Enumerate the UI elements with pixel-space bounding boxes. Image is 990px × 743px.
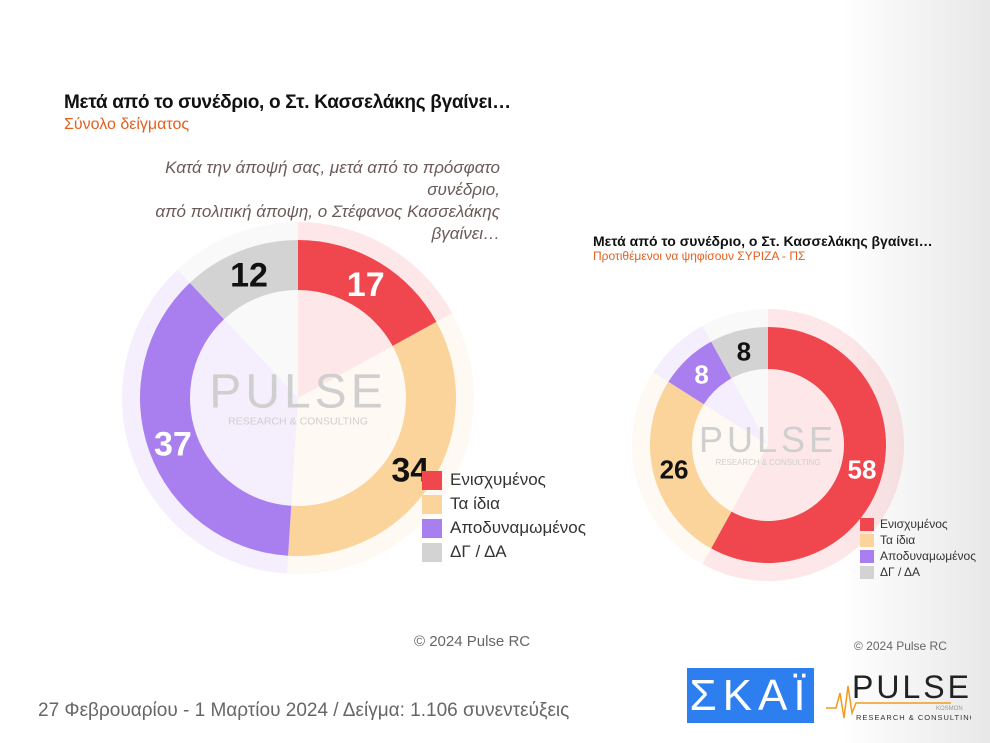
data-label-strengthened: 17 bbox=[347, 266, 385, 304]
legend-item: Τα ίδια bbox=[422, 494, 586, 514]
chart1-legend: Ενισχυμένος Τα ίδια Αποδυναμωμένος ΔΓ / ΔΑ bbox=[422, 470, 586, 566]
data-label-strengthened: 58 bbox=[847, 454, 876, 484]
legend-label: Τα ίδια bbox=[880, 533, 916, 547]
data-label-weakened: 37 bbox=[154, 425, 192, 463]
legend-swatch bbox=[860, 549, 874, 563]
chart2-legend: Ενισχυμένος Τα ίδια Αποδυναμωμένος ΔΓ / ΔΑ bbox=[860, 517, 976, 581]
question-line: από πολιτική άποψη, ο Στέφανος Κασσελάκη… bbox=[155, 202, 500, 243]
legend-label: Τα ίδια bbox=[450, 494, 500, 513]
legend-label: Ενισχυμένος bbox=[880, 517, 948, 531]
legend-swatch bbox=[422, 494, 442, 514]
data-label-weakened: 8 bbox=[694, 360, 708, 390]
copyright: © 2024 Pulse RC bbox=[414, 633, 531, 650]
slice-weakened bbox=[668, 341, 732, 405]
data-label-same: 26 bbox=[660, 454, 689, 484]
pulse-watermark: PULSE bbox=[699, 419, 837, 460]
watermark-tagline: RESEARCH & CONSULTING bbox=[228, 415, 368, 427]
slice-strengthened bbox=[298, 240, 437, 346]
skai-logo: ΣΚΑΪ bbox=[687, 668, 814, 723]
legend-item: ΔΓ / ΔΑ bbox=[422, 542, 586, 562]
legend-item: Αποδυναμωμένος bbox=[422, 518, 586, 538]
pulse-logo-text: PULSE bbox=[852, 669, 971, 705]
chart1-title: Μετά από το συνέδριο, ο Στ. Κασσελάκης β… bbox=[64, 92, 511, 113]
pulse-logo: PULSE KOSMON RESEARCH & CONSULTING bbox=[826, 669, 971, 722]
pulse-logo-tag: KOSMON bbox=[936, 706, 963, 712]
slice-same bbox=[650, 381, 732, 549]
legend-swatch bbox=[860, 517, 874, 531]
pulse-logo-subtitle: RESEARCH & CONSULTING bbox=[856, 713, 971, 722]
chart2-subtitle: Προτιθέμενοι να ψηφίσουν ΣΥΡΙΖΑ - ΠΣ bbox=[593, 249, 806, 263]
legend-swatch bbox=[422, 542, 442, 562]
legend-item: ΔΓ / ΔΑ bbox=[860, 565, 976, 579]
legend-swatch bbox=[422, 470, 442, 490]
legend-item: Τα ίδια bbox=[860, 533, 976, 547]
slice-dk-na bbox=[189, 240, 298, 320]
legend-label: ΔΓ / ΔΑ bbox=[880, 565, 920, 579]
pulse-heartbeat-icon bbox=[826, 685, 951, 719]
legend-label: Ενισχυμένος bbox=[450, 470, 546, 489]
pulse-watermark: PULSE bbox=[209, 366, 386, 419]
question-line: Κατά την άποψή σας, μετά από το πρόσφατο… bbox=[165, 158, 500, 199]
legend-item: Ενισχυμένος bbox=[422, 470, 586, 490]
data-label-dk-na: 8 bbox=[737, 336, 751, 366]
slice-same bbox=[288, 321, 456, 557]
chart1-question: Κατά την άποψή σας, μετά από το πρόσφατο… bbox=[100, 157, 500, 245]
legend-swatch bbox=[860, 533, 874, 547]
chart2-title: Μετά από το συνέδριο, ο Στ. Κασσελάκης β… bbox=[593, 233, 933, 249]
legend-label: Αποδυναμωμένος bbox=[880, 549, 976, 563]
copyright: © 2024 Pulse RC bbox=[854, 639, 947, 653]
legend-item: Ενισχυμένος bbox=[860, 517, 976, 531]
legend-swatch bbox=[422, 518, 442, 538]
chart1-subtitle: Σύνολο δείγματος bbox=[64, 116, 190, 133]
watermark-tagline: RESEARCH & CONSULTING bbox=[716, 458, 821, 467]
legend-label: Αποδυναμωμένος bbox=[450, 518, 586, 537]
legend-label: ΔΓ / ΔΑ bbox=[450, 542, 507, 561]
slice-strengthened bbox=[711, 327, 886, 563]
legend-swatch bbox=[860, 565, 874, 579]
slice-dk-na bbox=[711, 327, 768, 379]
slice-weakened bbox=[139, 282, 292, 556]
data-label-dk-na: 12 bbox=[230, 257, 268, 295]
footer-date-sample: 27 Φεβρουαρίου - 1 Μαρτίου 2024 / Δείγμα… bbox=[38, 700, 570, 721]
legend-item: Αποδυναμωμένος bbox=[860, 549, 976, 563]
